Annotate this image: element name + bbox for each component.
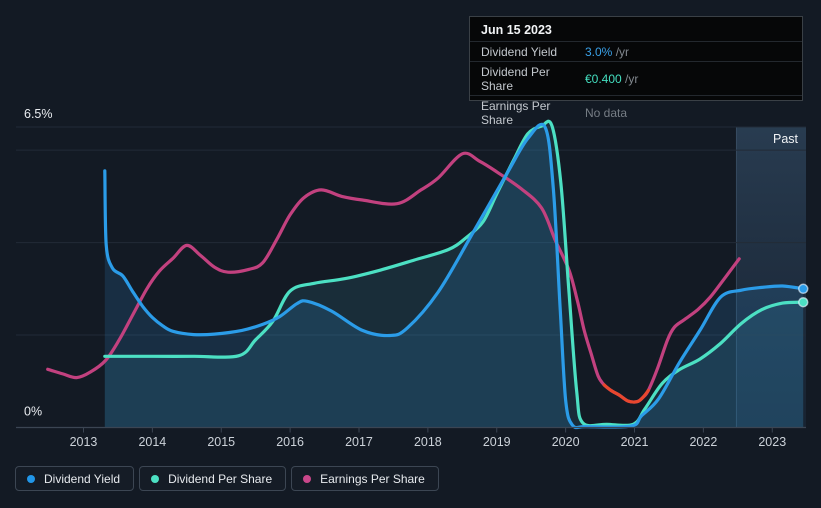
tooltip-value-suffix: /yr <box>612 44 630 59</box>
earnings-per-share-negative-segment <box>602 383 650 404</box>
legend-item-label: Dividend Yield <box>44 471 121 486</box>
x-axis-label: 2015 <box>207 435 235 449</box>
x-axis-label: 2017 <box>345 435 373 449</box>
tooltip-row-dividend-yield: Dividend Yield 3.0% /yr <box>470 41 802 61</box>
x-axis-label: 2022 <box>689 435 717 449</box>
dividend-per-share-area <box>104 121 804 428</box>
legend-item-earnings-per-share[interactable]: Earnings Per Share <box>291 466 439 491</box>
past-region <box>736 127 806 428</box>
y-axis-label: 0% <box>24 405 42 419</box>
dividend-per-share-end-dot <box>797 296 809 308</box>
tooltip-label: Dividend Yield <box>481 44 558 59</box>
tooltip-date: Jun 15 2023 <box>481 23 552 37</box>
tooltip-value: €0.400 <box>585 71 622 86</box>
dividend-yield-area <box>104 124 804 428</box>
tooltip-value-suffix: /yr <box>621 71 639 86</box>
tooltip-row-dividend-per-share: Dividend Per Share €0.400 /yr <box>470 61 802 95</box>
dividend-per-share-color-dot <box>151 474 160 483</box>
legend-item-label: Dividend Per Share <box>168 471 273 486</box>
x-axis-label: 2018 <box>414 435 442 449</box>
tooltip-value: 3.0% <box>585 44 613 59</box>
x-axis-label: 2021 <box>621 435 649 449</box>
legend-item-dividend-per-share[interactable]: Dividend Per Share <box>139 466 287 491</box>
x-axis-label: 2016 <box>276 435 304 449</box>
x-axis-label: 2020 <box>552 435 580 449</box>
x-axis-label: 2014 <box>138 435 166 449</box>
dividend-yield-color-dot <box>27 474 35 483</box>
y-axis-label: 6.5% <box>24 107 53 121</box>
tooltip-value: No data <box>585 105 628 120</box>
tooltip-label: Earnings Per Share <box>481 98 551 127</box>
legend: Dividend Yield Dividend Per Share Earnin… <box>15 466 439 491</box>
tooltip-row-earnings-per-share: Earnings Per Share No data <box>470 95 802 129</box>
x-axis-label: 2013 <box>70 435 98 449</box>
x-axis-label: 2019 <box>483 435 511 449</box>
tooltip-label: Dividend Per Share <box>481 64 550 93</box>
legend-item-label: Earnings Per Share <box>320 471 425 486</box>
earnings-per-share-color-dot <box>303 474 312 483</box>
past-label: Past <box>773 132 799 146</box>
dividend-yield-end-dot <box>797 283 809 295</box>
dividend-yield-line <box>103 122 805 430</box>
chart-canvas[interactable]: 6.5% 0% Past 2013 2014 2015 2016 2017 2018 2019 20… <box>0 0 821 455</box>
x-axis-label: 2023 <box>758 435 786 449</box>
legend-item-dividend-yield[interactable]: Dividend Yield <box>15 466 135 491</box>
tooltip: Jun 15 2023 Dividend Yield 3.0% /yr Divi… <box>469 16 803 127</box>
